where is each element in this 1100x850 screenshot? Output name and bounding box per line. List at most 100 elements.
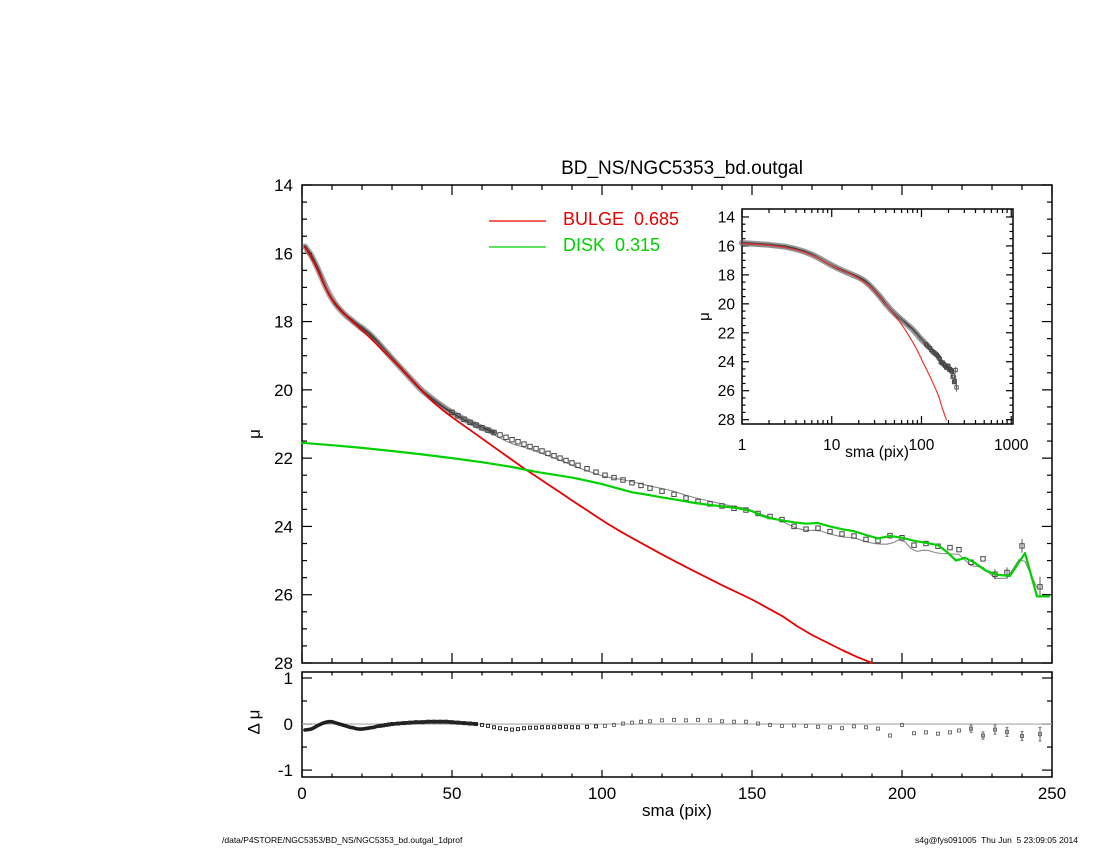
residual-marker [756,721,760,726]
inset-x-tick-label: 100 [909,437,935,454]
inset-data-marker [951,373,956,378]
series-line [302,243,497,436]
inset-y-tick-label: 22 [718,325,735,342]
residual-marker [516,727,520,732]
inset-x-axis-label: sma (pix) [845,444,909,461]
residual-marker [948,730,952,735]
inset-y-tick-label: 24 [718,354,736,371]
footer-user-timestamp: s4g@fys091005 Thu Jun 5 23:09:05 2014 [914,835,1078,845]
inset-x-tick-label: 10 [823,437,841,454]
legend-label-bulge: BULGE 0.685 [563,209,680,229]
x-tick-label: 250 [1038,784,1066,803]
residual-marker [816,724,820,729]
residual-marker [780,723,784,728]
data-marker [473,422,479,428]
residual-marker [540,725,544,730]
inset-y-tick-label: 14 [718,209,736,226]
residual-marker [864,725,868,730]
y-tick-label: 16 [274,244,293,263]
inset-data-marker [924,342,929,347]
data-marker [527,443,533,450]
axis-frame [741,208,1014,425]
residual-marker [804,723,808,728]
residual-marker [840,726,844,731]
residual-marker [396,721,400,726]
data-marker [863,536,869,543]
legend-label-disk: DISK 0.315 [563,235,661,255]
y-tick-label: 26 [274,586,293,605]
data-marker [980,556,986,562]
residual-y-axis-label: Δ μ [244,709,264,735]
data-marker [569,460,575,466]
inset-data-marker [949,368,954,373]
data-marker [911,542,917,548]
residual-marker [936,731,940,736]
inset-data-marker [937,356,942,361]
series-line [304,246,873,664]
data-marker [593,469,599,475]
residual-marker [486,723,490,728]
residual-marker [957,728,961,733]
data-marker [683,495,689,501]
residual-marker [672,717,676,722]
y-tick-label: 20 [274,381,293,400]
data-marker [449,409,455,416]
series-line [741,242,948,421]
data-marker [803,526,809,532]
residual-marker [420,720,424,725]
residual-marker [621,721,625,726]
data-marker [455,413,461,419]
x-tick-label: 200 [888,784,916,803]
inset-y-tick-label: 28 [718,412,735,429]
data-marker [479,425,485,431]
residual-marker [480,722,484,727]
residual-marker [498,726,502,731]
data-marker [533,445,539,452]
data-marker [461,416,467,422]
plot-title: BD_NS/NGC5353_bd.outgal [561,158,803,179]
inset-y-axis-label: μ [695,312,713,321]
residual-marker [534,725,538,730]
residual-marker [492,725,496,730]
x-tick-label: 100 [588,784,616,803]
residual-marker [603,723,607,728]
data-marker [491,429,497,436]
residual-marker [456,720,460,725]
data-marker [557,455,563,461]
data-marker [467,419,473,425]
residual-marker [639,719,643,724]
residual-marker [792,723,796,728]
data-marker [791,523,797,530]
main-y-axis-label: μ [244,429,264,439]
y-tick-label: 28 [274,654,293,673]
residual-marker [696,717,700,722]
data-marker [497,432,503,438]
data-marker [545,450,551,457]
residual-marker [888,733,892,738]
residual-marker [720,719,724,724]
inset-x-tick-label: 1 [738,437,747,454]
data-marker [551,453,557,459]
residual-marker [576,725,580,730]
residual-marker [648,719,652,724]
data-marker [839,531,845,537]
data-marker [503,434,509,441]
series-line [300,441,1051,598]
x-axis-label: sma (pix) [642,801,712,820]
x-tick-label: 150 [738,784,766,803]
residual-marker [522,726,526,731]
residual-marker [402,721,406,726]
y-tick-label: 24 [274,517,293,536]
residual-marker [912,731,916,736]
x-tick-label: 50 [443,784,462,803]
residual-marker [552,725,556,730]
residual-marker [612,722,616,727]
residual-marker [462,721,466,726]
series-line [739,240,929,347]
residual-marker [546,725,550,730]
inset-data-marker [945,363,950,368]
residual-marker [660,718,664,723]
inset-y-tick-label: 20 [718,296,736,313]
